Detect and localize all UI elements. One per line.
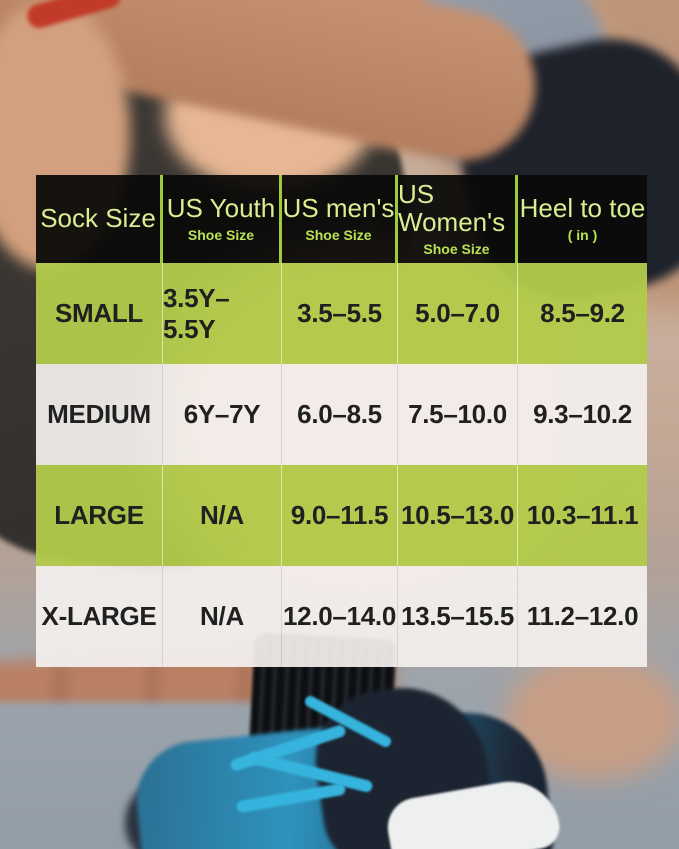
column-title: US Youth bbox=[166, 192, 276, 223]
cell-small-youth: 3.5Y–5.5Y bbox=[163, 263, 282, 364]
column-title: US Women's bbox=[398, 179, 506, 237]
cell-medium-size: MEDIUM bbox=[36, 364, 163, 465]
cell-medium-womens: 7.5–10.0 bbox=[398, 364, 518, 465]
cell-large-womens: 10.5–13.0 bbox=[398, 465, 518, 566]
cell-small-womens: 5.0–7.0 bbox=[398, 263, 518, 364]
column-title: Sock Size bbox=[40, 203, 156, 234]
cell-large-heel: 10.3–11.1 bbox=[518, 465, 647, 566]
column-title: Heel to toe bbox=[519, 192, 646, 223]
cell-xlarge-size: X-LARGE bbox=[36, 566, 163, 667]
column-subtitle: ( in ) bbox=[567, 227, 598, 244]
cell-xlarge-womens: 13.5–15.5 bbox=[398, 566, 518, 667]
cell-small-size: SMALL bbox=[36, 263, 163, 364]
cell-xlarge-youth: N/A bbox=[163, 566, 282, 667]
column-subtitle: Shoe Size bbox=[305, 227, 372, 244]
cell-medium-mens: 6.0–8.5 bbox=[282, 364, 398, 465]
column-header-heel-to-toe: Heel to toe ( in ) bbox=[518, 175, 647, 263]
sock-size-chart-table: Sock Size US Youth Shoe Size US men's Sh… bbox=[36, 175, 647, 667]
cell-large-youth: N/A bbox=[163, 465, 282, 566]
column-header-us-mens: US men's Shoe Size bbox=[282, 175, 398, 263]
column-title: US men's bbox=[282, 192, 395, 223]
cell-small-heel: 8.5–9.2 bbox=[518, 263, 647, 364]
cell-large-mens: 9.0–11.5 bbox=[282, 465, 398, 566]
cell-medium-youth: 6Y–7Y bbox=[163, 364, 282, 465]
column-subtitle: Shoe Size bbox=[187, 227, 255, 244]
column-header-us-womens: US Women's Shoe Size bbox=[398, 175, 518, 263]
column-header-sock-size: Sock Size bbox=[36, 175, 163, 263]
cell-xlarge-mens: 12.0–14.0 bbox=[282, 566, 398, 667]
column-subtitle: Shoe Size bbox=[423, 240, 490, 257]
cell-small-mens: 3.5–5.5 bbox=[282, 263, 398, 364]
cell-medium-heel: 9.3–10.2 bbox=[518, 364, 647, 465]
column-header-us-youth: US Youth Shoe Size bbox=[163, 175, 282, 263]
cell-xlarge-heel: 11.2–12.0 bbox=[518, 566, 647, 667]
cell-large-size: LARGE bbox=[36, 465, 163, 566]
